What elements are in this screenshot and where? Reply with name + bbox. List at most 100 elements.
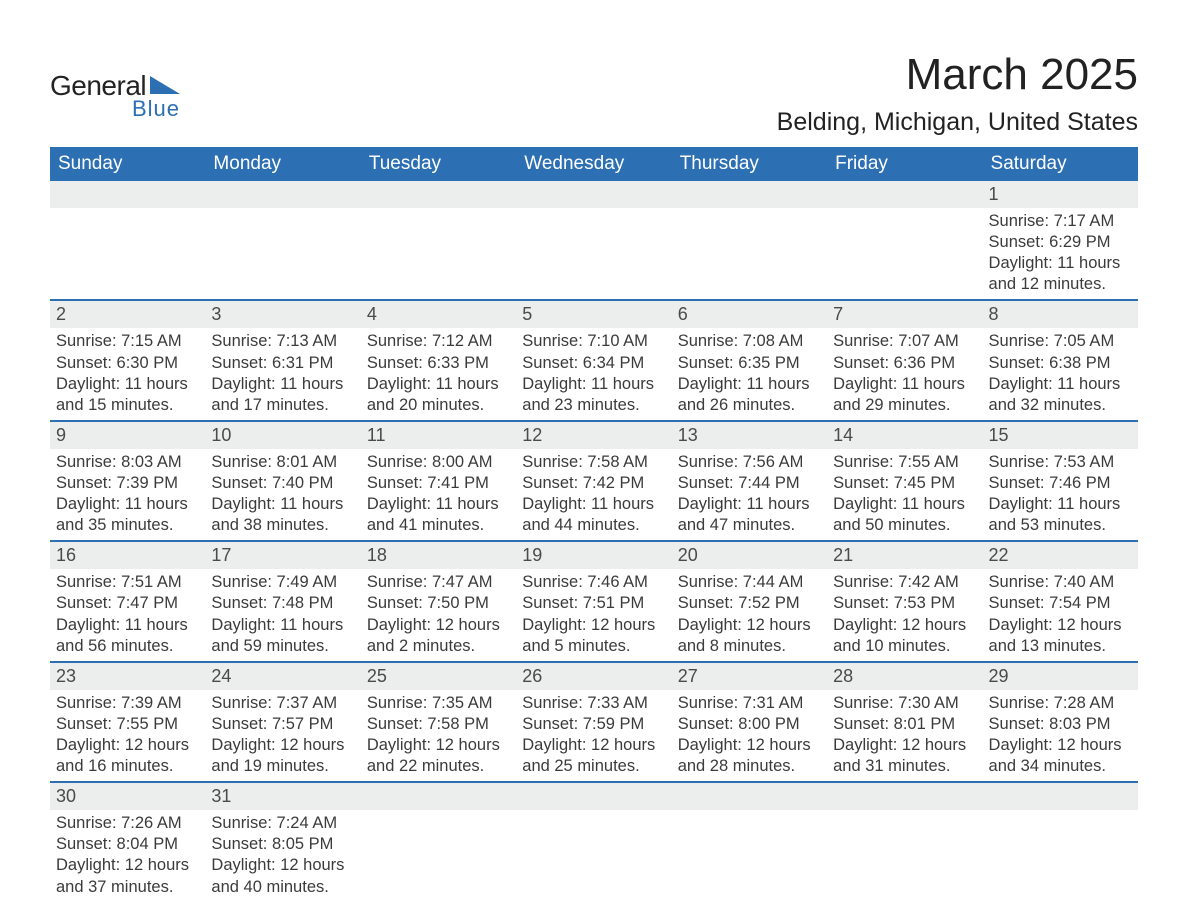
day-number-cell: 30: [50, 782, 205, 810]
day-d1: Daylight: 12 hours: [522, 615, 665, 636]
day-d2: and 25 minutes.: [522, 756, 665, 777]
day-number-cell: 17: [205, 541, 360, 569]
day-d1: Daylight: 12 hours: [56, 735, 199, 756]
day-sunset: Sunset: 6:33 PM: [367, 353, 510, 374]
day-detail-cell: Sunrise: 7:42 AMSunset: 7:53 PMDaylight:…: [827, 569, 982, 661]
day-sunrise: Sunrise: 7:46 AM: [522, 572, 665, 593]
day-detail-cell: Sunrise: 7:17 AMSunset: 6:29 PMDaylight:…: [983, 208, 1138, 300]
day-number-cell: [361, 181, 516, 208]
day-d1: Daylight: 12 hours: [678, 615, 821, 636]
day-d1: Daylight: 11 hours: [56, 615, 199, 636]
day-detail-cell: Sunrise: 7:10 AMSunset: 6:34 PMDaylight:…: [516, 328, 671, 420]
day-detail-row: Sunrise: 7:17 AMSunset: 6:29 PMDaylight:…: [50, 208, 1138, 300]
day-number-cell: 16: [50, 541, 205, 569]
day-detail-cell: [516, 208, 671, 300]
day-number-cell: 7: [827, 300, 982, 328]
day-d1: Daylight: 11 hours: [56, 494, 199, 515]
day-detail-row: Sunrise: 7:26 AMSunset: 8:04 PMDaylight:…: [50, 810, 1138, 901]
day-sunrise: Sunrise: 7:44 AM: [678, 572, 821, 593]
day-sunrise: Sunrise: 7:13 AM: [211, 331, 354, 352]
day-sunset: Sunset: 7:42 PM: [522, 473, 665, 494]
day-number-cell: 24: [205, 662, 360, 690]
day-detail-cell: Sunrise: 7:49 AMSunset: 7:48 PMDaylight:…: [205, 569, 360, 661]
day-d2: and 32 minutes.: [989, 395, 1132, 416]
day-d2: and 23 minutes.: [522, 395, 665, 416]
title-block: March 2025 Belding, Michigan, United Sta…: [777, 50, 1138, 137]
day-number-cell: 28: [827, 662, 982, 690]
day-d2: and 16 minutes.: [56, 756, 199, 777]
day-sunset: Sunset: 6:34 PM: [522, 353, 665, 374]
day-sunrise: Sunrise: 7:56 AM: [678, 452, 821, 473]
day-d1: Daylight: 12 hours: [989, 735, 1132, 756]
day-sunrise: Sunrise: 7:53 AM: [989, 452, 1132, 473]
weekday-header: Wednesday: [516, 147, 671, 181]
day-detail-cell: Sunrise: 7:13 AMSunset: 6:31 PMDaylight:…: [205, 328, 360, 420]
day-d1: Daylight: 11 hours: [367, 494, 510, 515]
logo-sub-text: Blue: [132, 96, 180, 122]
day-d1: Daylight: 12 hours: [211, 735, 354, 756]
day-detail-cell: Sunrise: 7:33 AMSunset: 7:59 PMDaylight:…: [516, 690, 671, 782]
day-d1: Daylight: 12 hours: [833, 735, 976, 756]
day-sunrise: Sunrise: 7:39 AM: [56, 693, 199, 714]
day-detail-row: Sunrise: 7:39 AMSunset: 7:55 PMDaylight:…: [50, 690, 1138, 782]
day-detail-cell: Sunrise: 7:37 AMSunset: 7:57 PMDaylight:…: [205, 690, 360, 782]
day-number-cell: 20: [672, 541, 827, 569]
day-sunset: Sunset: 6:31 PM: [211, 353, 354, 374]
day-d1: Daylight: 12 hours: [56, 855, 199, 876]
day-d2: and 17 minutes.: [211, 395, 354, 416]
day-sunrise: Sunrise: 7:42 AM: [833, 572, 976, 593]
day-sunrise: Sunrise: 7:33 AM: [522, 693, 665, 714]
day-sunset: Sunset: 8:05 PM: [211, 834, 354, 855]
day-sunrise: Sunrise: 7:24 AM: [211, 813, 354, 834]
calendar-header-row: Sunday Monday Tuesday Wednesday Thursday…: [50, 147, 1138, 181]
day-sunset: Sunset: 7:40 PM: [211, 473, 354, 494]
day-d1: Daylight: 11 hours: [211, 615, 354, 636]
day-d2: and 10 minutes.: [833, 636, 976, 657]
day-number-row: 16171819202122: [50, 541, 1138, 569]
day-d2: and 8 minutes.: [678, 636, 821, 657]
day-d2: and 56 minutes.: [56, 636, 199, 657]
day-sunrise: Sunrise: 7:08 AM: [678, 331, 821, 352]
day-d1: Daylight: 11 hours: [522, 374, 665, 395]
day-d1: Daylight: 11 hours: [211, 374, 354, 395]
day-number-cell: 10: [205, 421, 360, 449]
day-d2: and 41 minutes.: [367, 515, 510, 536]
day-detail-cell: Sunrise: 7:47 AMSunset: 7:50 PMDaylight:…: [361, 569, 516, 661]
day-d1: Daylight: 12 hours: [678, 735, 821, 756]
day-d1: Daylight: 11 hours: [989, 494, 1132, 515]
day-d2: and 13 minutes.: [989, 636, 1132, 657]
day-detail-cell: [983, 810, 1138, 901]
day-number-cell: 4: [361, 300, 516, 328]
day-detail-cell: Sunrise: 7:31 AMSunset: 8:00 PMDaylight:…: [672, 690, 827, 782]
day-number-cell: 9: [50, 421, 205, 449]
day-sunset: Sunset: 7:46 PM: [989, 473, 1132, 494]
day-detail-cell: Sunrise: 8:00 AMSunset: 7:41 PMDaylight:…: [361, 449, 516, 541]
day-sunset: Sunset: 6:36 PM: [833, 353, 976, 374]
day-d2: and 19 minutes.: [211, 756, 354, 777]
day-d2: and 37 minutes.: [56, 877, 199, 898]
day-sunset: Sunset: 7:45 PM: [833, 473, 976, 494]
day-detail-cell: Sunrise: 7:28 AMSunset: 8:03 PMDaylight:…: [983, 690, 1138, 782]
day-number-cell: 11: [361, 421, 516, 449]
day-number-cell: [516, 782, 671, 810]
day-detail-cell: Sunrise: 7:24 AMSunset: 8:05 PMDaylight:…: [205, 810, 360, 901]
day-sunset: Sunset: 7:39 PM: [56, 473, 199, 494]
day-number-row: 1: [50, 181, 1138, 208]
day-number-cell: [361, 782, 516, 810]
day-number-cell: [672, 782, 827, 810]
weekday-header: Thursday: [672, 147, 827, 181]
day-d2: and 15 minutes.: [56, 395, 199, 416]
day-detail-cell: Sunrise: 7:40 AMSunset: 7:54 PMDaylight:…: [983, 569, 1138, 661]
day-detail-cell: Sunrise: 7:46 AMSunset: 7:51 PMDaylight:…: [516, 569, 671, 661]
day-number-row: 23242526272829: [50, 662, 1138, 690]
day-d1: Daylight: 11 hours: [989, 374, 1132, 395]
day-d1: Daylight: 12 hours: [211, 855, 354, 876]
day-detail-cell: Sunrise: 8:01 AMSunset: 7:40 PMDaylight:…: [205, 449, 360, 541]
day-sunset: Sunset: 8:04 PM: [56, 834, 199, 855]
day-number-cell: 25: [361, 662, 516, 690]
day-sunset: Sunset: 7:47 PM: [56, 593, 199, 614]
day-number-cell: 12: [516, 421, 671, 449]
day-d2: and 53 minutes.: [989, 515, 1132, 536]
weekday-header: Friday: [827, 147, 982, 181]
day-detail-cell: [827, 810, 982, 901]
